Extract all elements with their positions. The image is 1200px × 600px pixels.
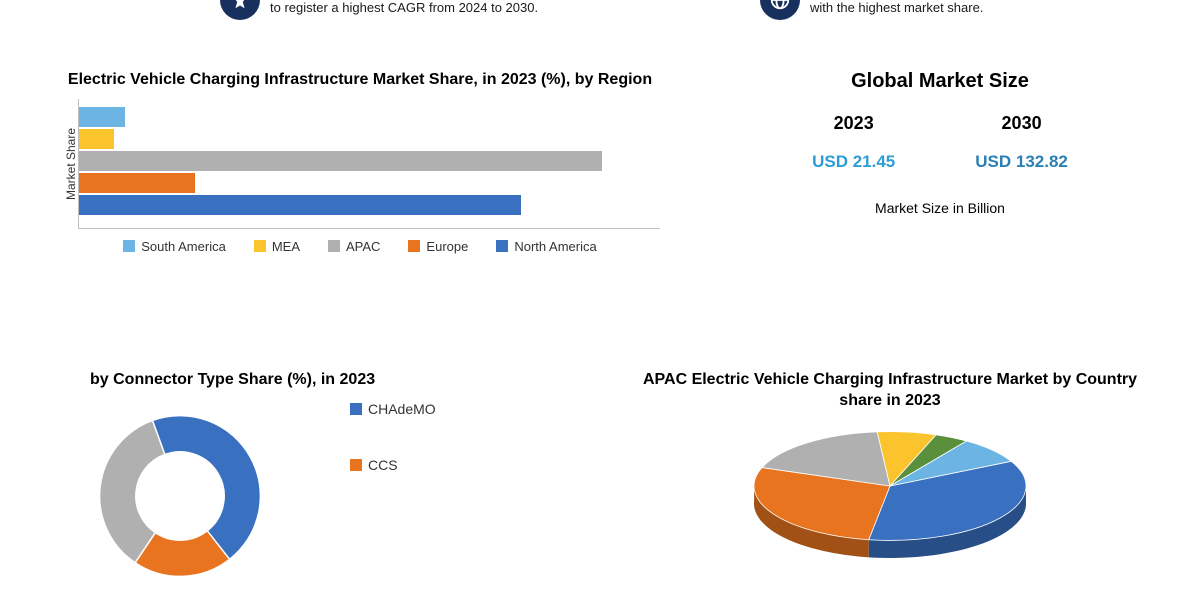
bar-chart-legend: South America MEA APAC Europe North America: [60, 239, 660, 254]
legend-swatch: [254, 240, 266, 252]
legend-item: North America: [496, 239, 596, 254]
donut-legend: CHAdeMO CCS: [350, 401, 436, 513]
legend-item: CCS: [350, 457, 436, 473]
bar-chart-bars: [78, 99, 660, 229]
legend-item: CHAdeMO: [350, 401, 436, 417]
bar-row: [79, 195, 660, 215]
legend-swatch: [350, 459, 362, 471]
legend-label: North America: [514, 239, 596, 254]
legend-swatch: [328, 240, 340, 252]
pie-title: APAC Electric Vehicle Charging Infrastru…: [630, 370, 1150, 412]
medal-icon: [220, 0, 260, 20]
bar-chart-body: Market Share: [60, 99, 660, 229]
legend-label: CHAdeMO: [368, 401, 436, 417]
legend-item: Europe: [408, 239, 468, 254]
market-size-columns: 2023 USD 21.45 2030 USD 132.82: [740, 113, 1140, 172]
bar: [79, 129, 114, 149]
region-bar-chart: Electric Vehicle Charging Infrastructure…: [60, 70, 660, 254]
bar: [79, 173, 195, 193]
market-size-col: 2030 USD 132.82: [975, 113, 1068, 172]
legend-label: APAC: [346, 239, 380, 254]
apac-pie-chart: APAC Electric Vehicle Charging Infrastru…: [630, 370, 1150, 582]
legend-item: South America: [123, 239, 226, 254]
legend-item: MEA: [254, 239, 300, 254]
bar-row: [79, 129, 660, 149]
market-size-col: 2023 USD 21.45: [812, 113, 895, 172]
callout-share: with the highest market share.: [760, 0, 1160, 20]
bar: [79, 151, 602, 171]
top-callouts: to register a highest CAGR from 2024 to …: [0, 0, 1200, 40]
legend-swatch: [496, 240, 508, 252]
bar: [79, 195, 521, 215]
market-size-year: 2030: [975, 113, 1068, 134]
callout-cagr-text: to register a highest CAGR from 2024 to …: [270, 0, 538, 15]
bar-chart-ylabel: Market Share: [60, 99, 78, 229]
pie-svg: [680, 422, 1100, 582]
legend-swatch: [408, 240, 420, 252]
legend-label: South America: [141, 239, 226, 254]
bar-row: [79, 107, 660, 127]
callout-cagr: to register a highest CAGR from 2024 to …: [220, 0, 620, 20]
market-size-year: 2023: [812, 113, 895, 134]
legend-label: CCS: [368, 457, 398, 473]
bar-row: [79, 173, 660, 193]
market-size-value: USD 21.45: [812, 152, 895, 172]
globe-icon: [760, 0, 800, 20]
legend-swatch: [123, 240, 135, 252]
market-size-unit: Market Size in Billion: [740, 200, 1140, 216]
donut-title: by Connector Type Share (%), in 2023: [90, 370, 610, 391]
market-size-title: Global Market Size: [740, 70, 1140, 93]
bar-chart-title: Electric Vehicle Charging Infrastructure…: [60, 70, 660, 91]
callout-share-text: with the highest market share.: [810, 0, 983, 15]
legend-item: APAC: [328, 239, 380, 254]
legend-label: Europe: [426, 239, 468, 254]
market-size-panel: Global Market Size 2023 USD 21.45 2030 USD …: [740, 70, 1140, 216]
bar-row: [79, 151, 660, 171]
legend-swatch: [350, 403, 362, 415]
market-size-value: USD 132.82: [975, 152, 1068, 172]
connector-donut-chart: by Connector Type Share (%), in 2023 CHA…: [50, 370, 610, 591]
legend-label: MEA: [272, 239, 300, 254]
bar: [79, 107, 125, 127]
donut-svg: [50, 401, 310, 591]
